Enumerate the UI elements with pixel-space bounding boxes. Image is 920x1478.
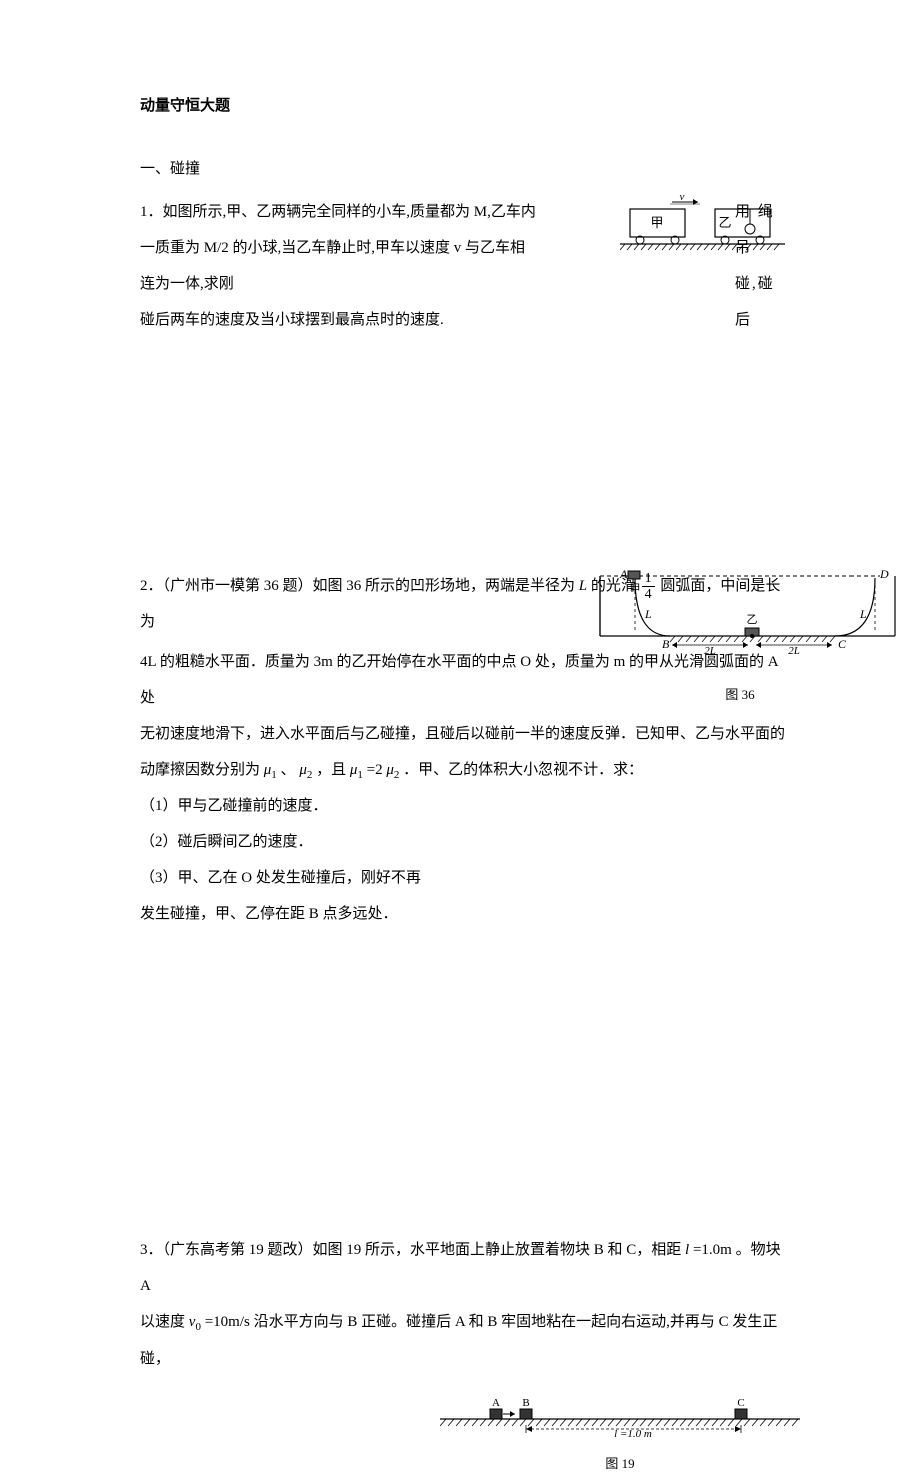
svg-text:B: B xyxy=(662,637,670,651)
p3-line2: 以速度 v0 =10m/s 沿水平方向与 B 正碰。碰撞后 A 和 B 牢固地粘… xyxy=(140,1304,790,1376)
p2-q1: （1）甲与乙碰撞前的速度． xyxy=(140,788,440,824)
spacer-2 xyxy=(140,952,790,1232)
svg-text:A: A xyxy=(492,1397,500,1409)
svg-text:2L: 2L xyxy=(788,645,800,657)
mu2: μ xyxy=(299,762,307,778)
problem-2: 2．（广州市一模第 36 题）如图 36 所示的凹形场地，两端是半径为 L 的光… xyxy=(140,568,790,932)
svg-text:D: D xyxy=(879,568,889,581)
sub1: 1 xyxy=(271,769,277,781)
problem-1-line3: 连为一体,求刚 xyxy=(140,266,600,302)
p2-q3-line1: （3）甲、乙在 O 处发生碰撞后，刚好不再 xyxy=(140,860,440,896)
svg-text:L: L xyxy=(644,607,652,621)
mu2b: μ xyxy=(386,762,394,778)
problem-3: 3．（广东高考第 19 题改）如图 19 所示，水平地面上静止放置着物块 B 和… xyxy=(140,1232,790,1451)
problem-1-last: 碰后两车的速度及当小球摆到最高点时的速度. xyxy=(140,302,790,338)
figure-36-caption: 图 36 xyxy=(580,681,900,710)
p2-l4-p2: 、 xyxy=(281,762,296,778)
section-heading: 一、碰撞 xyxy=(140,153,790,186)
sub2: 2 xyxy=(307,769,313,781)
p2-l4-p4: =2 xyxy=(367,762,383,778)
p3-l2-p2: =10m/s 沿水平方向与 B 正碰。碰撞后 A 和 B 牢固地粘在一起向右运动… xyxy=(140,1314,777,1366)
svg-text:l =1.0 m: l =1.0 m xyxy=(614,1428,652,1437)
page-title: 动量守恒大题 xyxy=(140,90,790,123)
p2-l4-p3: ，且 xyxy=(316,762,346,778)
figure-1-carts: v 甲 乙 xyxy=(620,194,785,254)
problem-1-line2: 一质重为 M/2 的小球,当乙车静止时,甲车以速度 v 与乙车相 xyxy=(140,230,600,266)
p2-q3-line2: 发生碰撞，甲、乙停在距 B 点多远处． xyxy=(140,896,440,932)
v0: v xyxy=(189,1314,196,1330)
p2-l4-p5: ．甲、乙的体积大小忽视不计．求： xyxy=(403,762,643,778)
svg-text:甲: 甲 xyxy=(650,215,663,230)
figure-36-track: A 甲 D L L 乙 B C xyxy=(580,568,900,668)
svg-text:乙: 乙 xyxy=(747,613,758,626)
svg-text:C: C xyxy=(737,1397,744,1409)
v0-sub: 0 xyxy=(195,1321,201,1333)
p2-line4: 动摩擦因数分别为 μ1 、 μ2 ，且 μ1 =2 μ2 ．甲、乙的体积大小忽视… xyxy=(140,752,790,788)
p3-l2-p1: 以速度 xyxy=(140,1314,185,1330)
p2-line3: 无初速度地滑下，进入水平面后与乙碰撞，且碰后以碰前一半的速度反弹．已知甲、乙与水… xyxy=(140,716,790,752)
svg-text:C: C xyxy=(838,637,847,651)
p2-l4-p1: 动摩擦因数分别为 xyxy=(140,762,260,778)
svg-text:乙: 乙 xyxy=(718,215,731,230)
problem-1-right2: 碰,碰后 xyxy=(735,266,790,338)
sub1b: 1 xyxy=(357,769,363,781)
figure-19-blocks: A B C l =1.0 m 图 19 xyxy=(440,1397,800,1452)
svg-text:v: v xyxy=(680,194,685,203)
p2-intro-part1: 2．（广州市一模第 36 题）如图 36 所示的凹形场地，两端是半径为 xyxy=(140,578,575,594)
p2-q2: （2）碰后瞬间乙的速度． xyxy=(140,824,440,860)
svg-text:A: A xyxy=(619,568,628,581)
p3-l1-p1: 3．（广东高考第 19 题改）如图 19 所示，水平地面上静止放置着物块 B 和… xyxy=(140,1242,681,1258)
svg-text:2L: 2L xyxy=(704,645,716,657)
sub2b: 2 xyxy=(394,769,400,781)
l-var: l xyxy=(685,1242,689,1258)
svg-text:L: L xyxy=(859,607,867,621)
problem-1: 1．如图所示,甲、乙两辆完全同样的小车,质量都为 M,乙车内 一质重为 M/2 … xyxy=(140,194,790,338)
figure-19-caption: 图 19 xyxy=(440,1450,800,1478)
svg-text:B: B xyxy=(522,1397,529,1409)
p3-line1: 3．（广东高考第 19 题改）如图 19 所示，水平地面上静止放置着物块 B 和… xyxy=(140,1232,790,1304)
spacer xyxy=(140,358,790,568)
problem-1-line1: 1．如图所示,甲、乙两辆完全同样的小车,质量都为 M,乙车内 xyxy=(140,194,600,230)
